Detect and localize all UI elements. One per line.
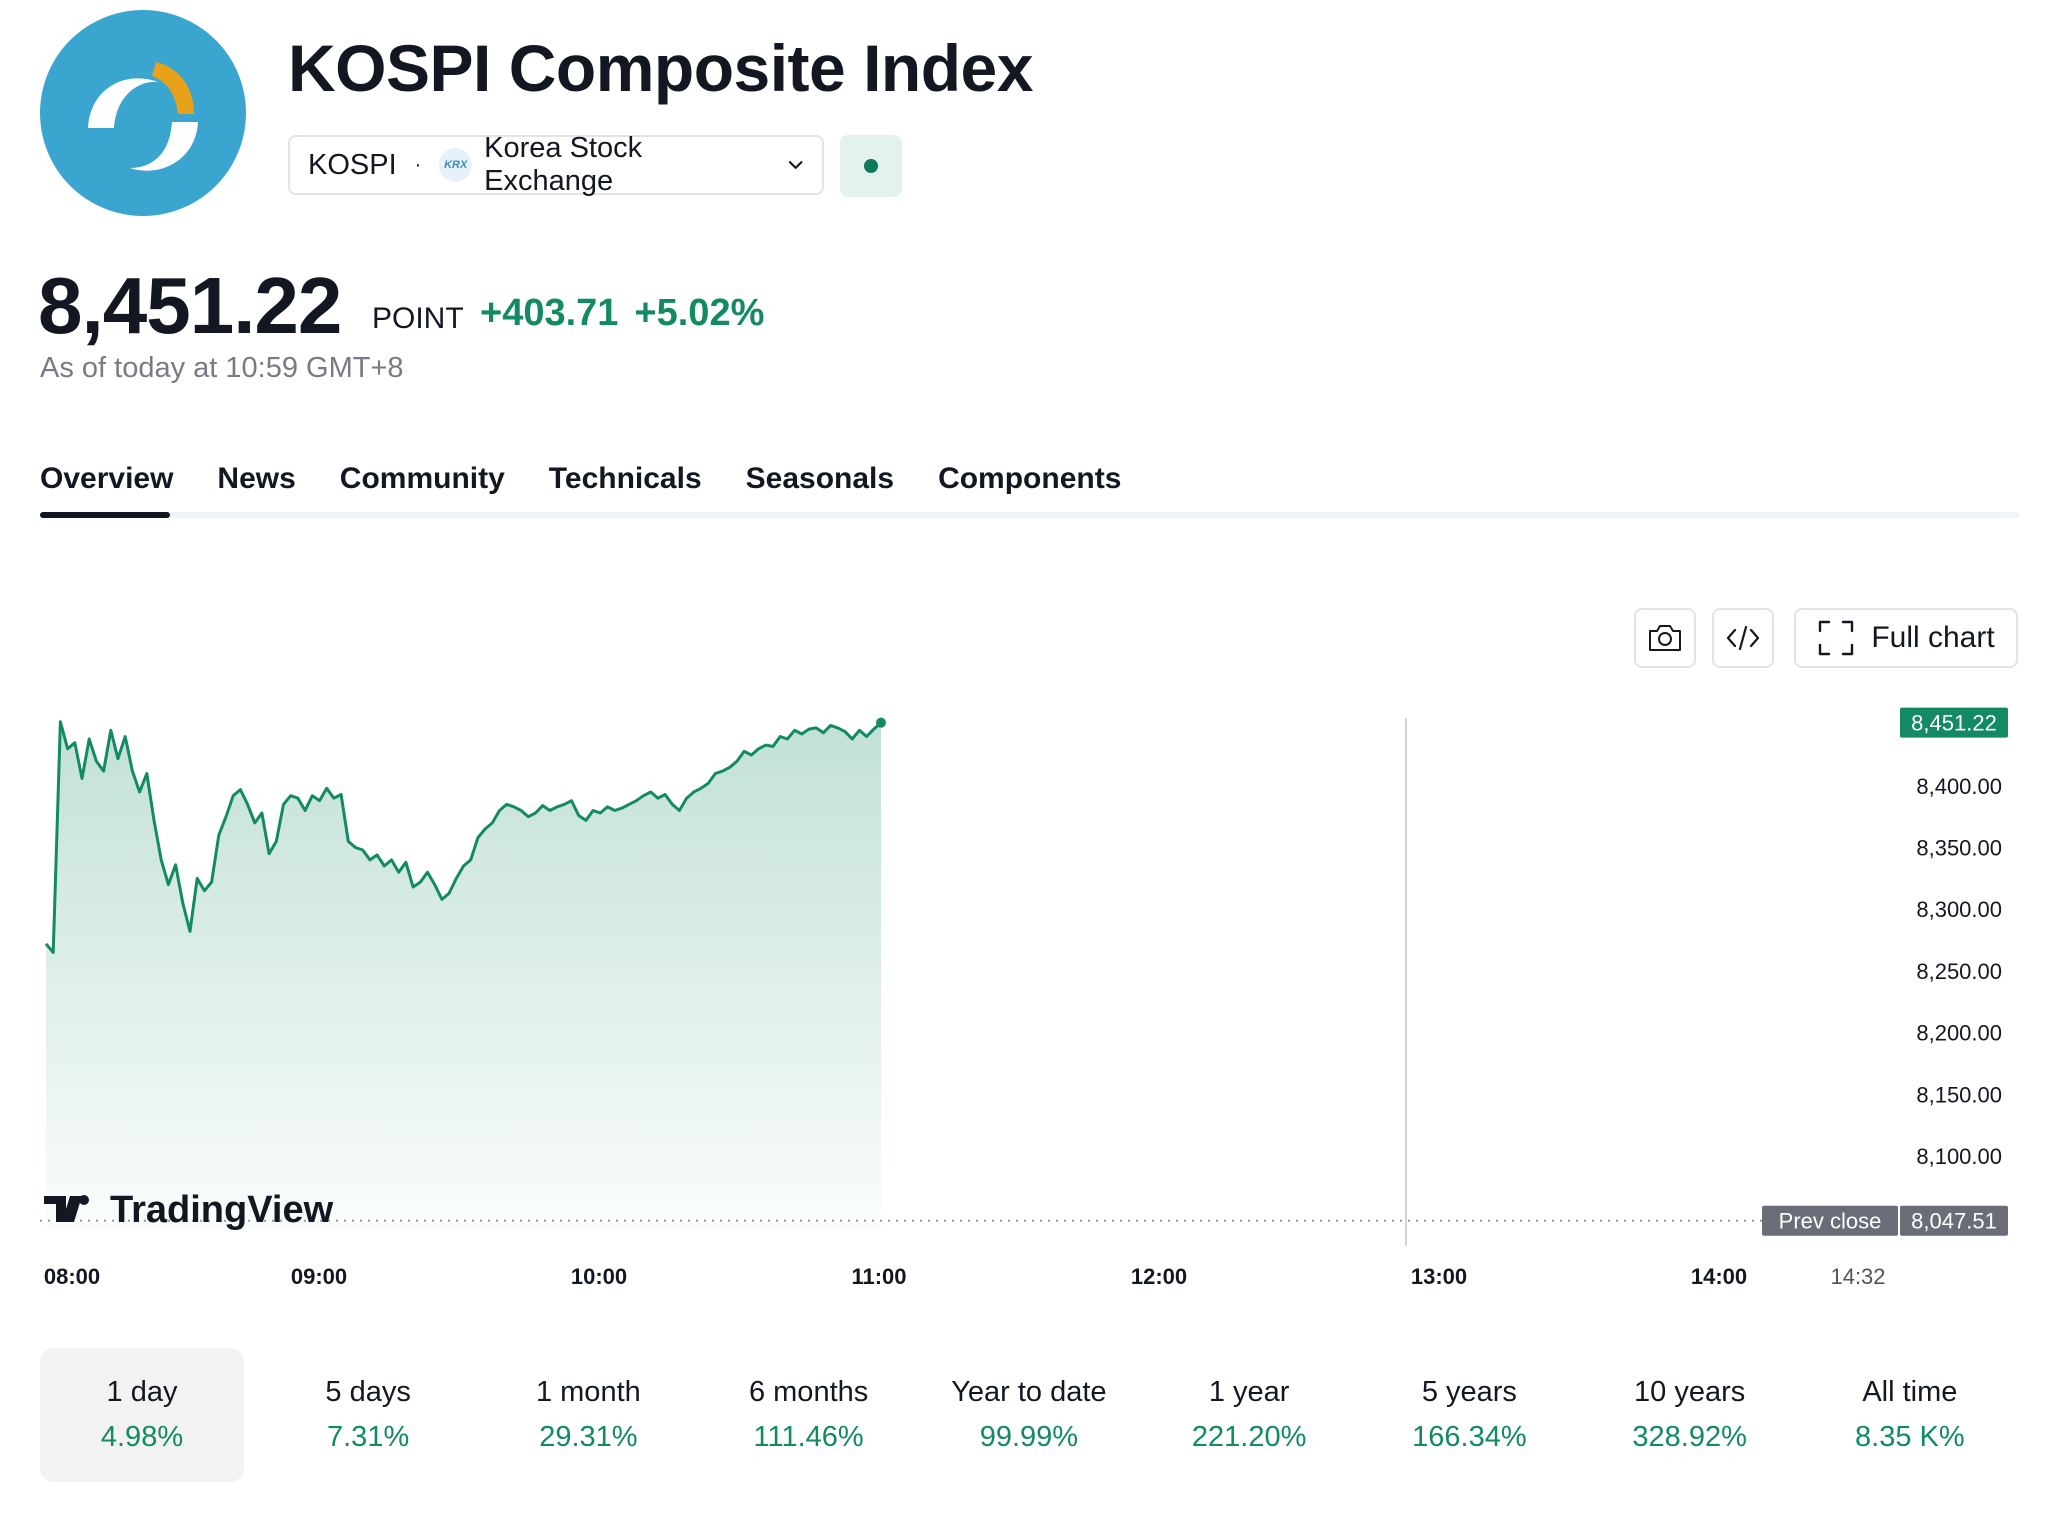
y-tick-label: 8,400.00 [1916, 774, 2002, 799]
period-label: 1 day [106, 1376, 178, 1408]
tab-overview[interactable]: Overview [40, 462, 174, 495]
x-tick-label: 08:00 [44, 1264, 100, 1289]
market-status-indicator[interactable] [840, 135, 902, 197]
period-return: 328.92% [1632, 1421, 1747, 1453]
exchange-selector[interactable]: KOSPI · KRX Korea Stock Exchange [288, 132, 824, 197]
period-label: 1 year [1208, 1376, 1290, 1408]
period-label: 6 months [748, 1376, 869, 1408]
price-chart[interactable]: 8,400.00 8,350.00 8,300.00 8,250.00 8,200.00… [0, 0, 2048, 1330]
last-value-badge [1900, 707, 2008, 738]
y-tick-label: 8,200.00 [1916, 1021, 2002, 1046]
snapshot-button[interactable] [1634, 608, 1696, 668]
embed-code-button[interactable] [1712, 608, 1774, 668]
x-tick-label: 12:00 [1131, 1264, 1187, 1289]
tab-news[interactable]: News [217, 462, 296, 495]
price-change: +403.71 +5.02% [480, 292, 764, 335]
camera-icon [1649, 625, 1681, 651]
period-label: 5 years [1421, 1376, 1517, 1408]
price-unit: POINT [372, 302, 464, 335]
period-year-to-date[interactable]: Year to date 99.99% [919, 1348, 1139, 1482]
last-value-label: 8,451.22 [1911, 711, 1997, 736]
symbol-label: KOSPI [308, 148, 397, 181]
period-return: 221.20% [1191, 1421, 1307, 1453]
period-label: 5 days [325, 1376, 411, 1408]
last-price: 8,451.22 [38, 261, 342, 350]
market-open-dot-icon [864, 159, 878, 173]
period-5-years[interactable]: 5 years 166.34% [1359, 1348, 1579, 1482]
page-title: KOSPI Composite Index [288, 31, 1033, 105]
tabs-track [40, 512, 2020, 518]
tradingview-watermark: TradingView [110, 1189, 334, 1231]
period-return: 29.31% [539, 1421, 638, 1453]
y-tick-label: 8,100.00 [1916, 1144, 2002, 1169]
period-5-days[interactable]: 5 days 7.31% [258, 1348, 478, 1482]
period-6-months[interactable]: 6 months 111.46% [699, 1348, 919, 1482]
tab-seasonals[interactable]: Seasonals [745, 462, 895, 495]
kospi-logo [40, 10, 246, 216]
period-label: 1 month [535, 1376, 641, 1408]
fullscreen-icon [1819, 620, 1854, 656]
krx-exchange-icon: KRX [439, 148, 473, 182]
period-return: 8.35 K% [1855, 1421, 1965, 1453]
period-10-years[interactable]: 10 years 328.92% [1580, 1348, 1800, 1482]
change-value: +403.71 [480, 292, 619, 334]
y-tick-label: 8,250.00 [1916, 959, 2002, 984]
y-tick-label: 8,150.00 [1916, 1082, 2002, 1107]
x-tick-label: 10:00 [571, 1264, 627, 1289]
exchange-label: Korea Stock Exchange [484, 132, 643, 197]
period-1-month[interactable]: 1 month 29.31% [478, 1348, 698, 1482]
x-tick-label: 14:00 [1691, 1264, 1747, 1289]
period-1-year[interactable]: 1 year 221.20% [1139, 1348, 1359, 1482]
prev-close-label: Prev close [1779, 1209, 1882, 1234]
period-label: All time [1862, 1376, 1958, 1408]
period-selector: 1 day 4.98% 5 days 7.31% 1 month 29.31% … [40, 1348, 2020, 1482]
prev-close-badge [1762, 1205, 1898, 1236]
x-tick-label: 09:00 [291, 1264, 347, 1289]
price-line [44, 720, 882, 954]
x-tick-label: 11:00 [851, 1264, 906, 1289]
period-return: 166.34% [1412, 1421, 1527, 1453]
full-chart-button[interactable]: Full chart [1794, 608, 2018, 668]
period-return: 7.31% [327, 1421, 410, 1453]
tab-components[interactable]: Components [938, 462, 1122, 495]
period-return: 99.99% [979, 1421, 1079, 1453]
x-tick-label: 14:32 [1830, 1264, 1885, 1289]
full-chart-label: Full chart [1871, 621, 1995, 654]
chevron-down-icon [788, 161, 803, 169]
change-percent: +5.02% [634, 292, 765, 334]
period-label: 10 years [1634, 1376, 1746, 1408]
separator-dot: · [414, 153, 422, 176]
tab-bar: Overview News Community Technicals Seaso… [40, 462, 1121, 514]
x-tick-label: 13:00 [1411, 1264, 1467, 1289]
period-all-time[interactable]: All time 8.35 K% [1800, 1348, 2020, 1482]
prev-close-value: 8,047.51 [1911, 1209, 1997, 1234]
prev-close-value-badge [1900, 1205, 2008, 1236]
tradingview-logo-icon [44, 1196, 82, 1222]
tab-community[interactable]: Community [339, 462, 505, 495]
tab-technicals[interactable]: Technicals [548, 462, 702, 495]
period-return: 111.46% [753, 1421, 864, 1453]
period-1-day[interactable]: 1 day 4.98% [40, 1348, 244, 1482]
tradingview-logo-dot-icon [79, 1195, 89, 1205]
active-tab-indicator [40, 512, 170, 518]
last-price-dot [876, 717, 886, 728]
period-return: 4.98% [100, 1421, 184, 1453]
y-tick-label: 8,350.00 [1916, 836, 2002, 861]
period-label: Year to date [951, 1376, 1107, 1408]
code-icon [1726, 625, 1760, 651]
as-of-timestamp: As of today at 10:59 GMT+8 [40, 352, 404, 384]
price-area-fill [46, 721, 881, 1230]
y-tick-label: 8,300.00 [1916, 897, 2002, 922]
